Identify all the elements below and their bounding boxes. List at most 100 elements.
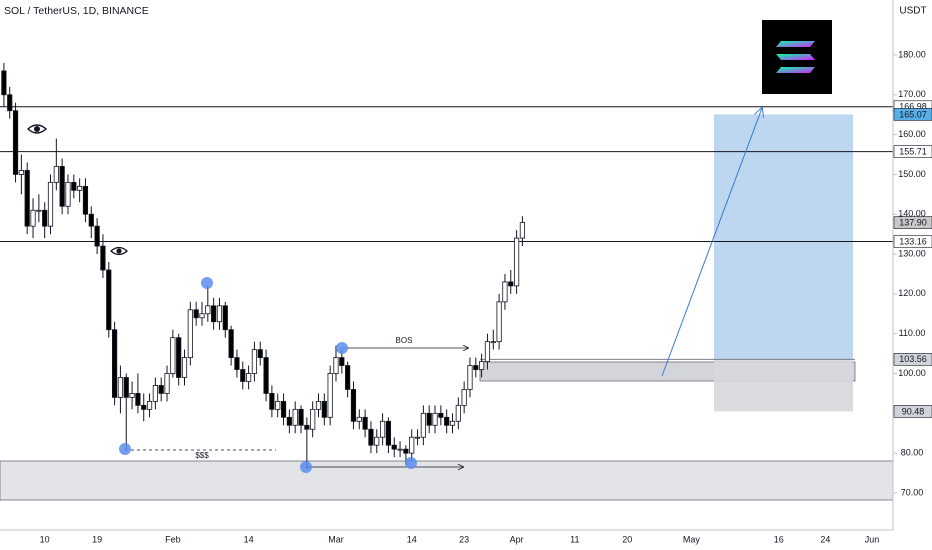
price-label-bg [893,108,932,121]
candle-body [88,213,94,227]
candle-body [356,416,362,422]
candle-body [479,361,485,370]
position-box [480,114,855,412]
candle-body [181,357,188,378]
price-label-bg [893,235,932,248]
candle-body [176,337,182,378]
candle-body [432,412,438,426]
candle-body [409,436,415,454]
y-tick-label: 80.00 [901,448,924,458]
candle-body [193,309,199,319]
candle-body [426,412,432,426]
price-label: 166.98 [899,102,927,112]
target-arrow [661,108,762,377]
candle-body [484,341,491,362]
drawings: BOS $$$ [26,20,832,473]
candle-body [170,337,176,374]
candle-body [327,373,333,418]
candle-body [222,305,228,331]
candle-body [211,305,217,323]
candle-body [379,420,386,438]
candle-body [391,444,397,450]
price-label: 155.71 [899,147,927,157]
candle-body [82,185,89,215]
x-tick-label: Jun [865,534,880,544]
candle-body [12,110,19,175]
candle-body [152,385,158,402]
candle-body [129,393,135,398]
candle-body [59,166,65,207]
candle-body [199,313,205,319]
x-tick-label: 10 [40,534,50,544]
profit-zone [714,114,853,360]
y-tick-label: 140.00 [898,209,926,219]
candle-body [403,448,409,454]
candle-body [502,281,508,303]
price-label-bg [893,353,932,366]
candle-body [414,436,421,439]
candle-body [187,309,193,358]
y-tick-label: 70.00 [901,487,924,497]
candle-body [397,448,403,451]
eye-icon [26,124,48,134]
candle-body [275,400,281,410]
currency-label: USDT [899,6,926,17]
candle-body [164,373,170,394]
price-label: 133.16 [899,236,927,246]
candle-body [77,185,83,191]
candle-body [333,357,339,374]
pivot-markers [119,277,417,473]
x-tick-label: 16 [774,534,784,544]
candle-body [508,281,514,287]
candle-body [438,412,444,418]
candle-body [304,424,310,430]
candle-body [461,389,467,406]
candle-body [339,357,345,366]
stop-zone [714,359,853,412]
demand-zone [0,460,894,501]
candle-body [251,349,258,374]
candle-body [374,436,380,446]
y-tick-label: 150.00 [898,169,926,179]
candle-body [158,385,164,394]
y-tick-label: 180.00 [898,49,926,59]
candle-body [519,222,526,239]
candle-body [368,428,374,446]
price-axis [893,0,932,550]
y-tick-label: 170.00 [898,89,926,99]
candle-body [18,170,24,175]
x-tick-label: 19 [92,534,102,544]
candle-body [228,329,234,358]
candle-body [94,225,100,247]
x-tick-label: 14 [244,534,254,544]
candle-body [286,416,292,426]
candle-body [321,400,327,418]
pivot-marker [300,461,312,473]
candle-body [490,341,496,344]
candle-body [47,181,54,227]
candle-body [280,400,287,418]
y-tick-label: 130.00 [898,248,926,258]
candle-body [123,377,129,398]
candle-body [146,400,153,410]
eye-icon [110,246,128,256]
candle-body [111,329,118,398]
price-label: 103.56 [899,354,927,364]
price-label-bg [893,405,932,418]
candle-body [42,209,48,227]
x-tick-label: 11 [570,534,579,544]
candle-body [135,393,141,406]
candle-body [310,408,316,430]
liquidity-label: $$$ [195,451,209,460]
candle-body [24,170,30,227]
x-tick-label: Mar [328,534,344,544]
x-tick-label: 14 [407,534,417,544]
x-tick-label: 20 [622,534,632,544]
candle-body [420,412,426,438]
candle-body [362,416,368,430]
candle-body [385,420,392,446]
y-tick-label: 110.00 [899,328,926,338]
chart-title: SOL / TetherUS, 1D, BINANCE [4,5,149,17]
axis-labels: 70.00 80.00 100.00 110.00 120.00 130.00 140.00… [40,49,932,544]
